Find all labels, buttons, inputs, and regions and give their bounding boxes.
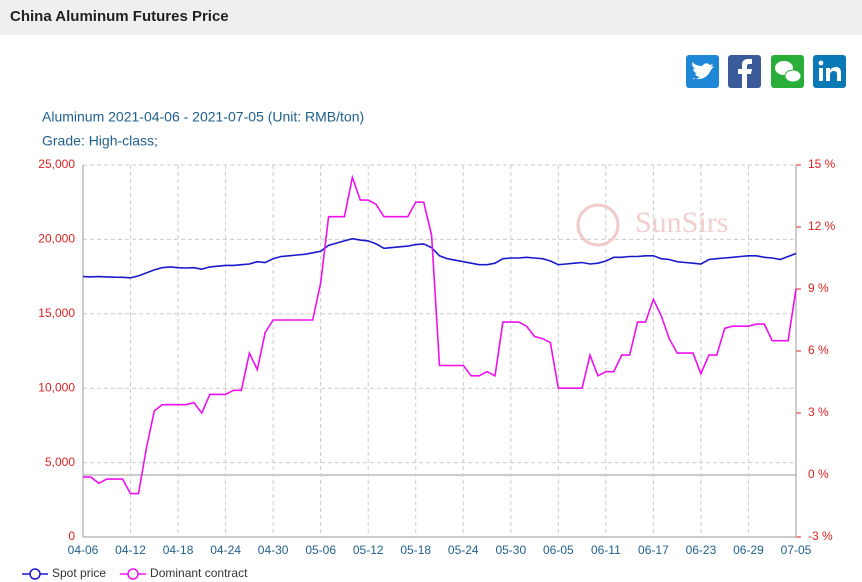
y-tick-label: 0 [68,529,75,543]
x-tick-label: 06-17 [638,543,669,557]
y2-tick-label: 15 % [808,157,836,171]
chart-title: Aluminum 2021-04-06 - 2021-07-05 (Unit: … [42,109,364,125]
x-tick-label: 04-24 [210,543,241,557]
x-tick-label: 06-29 [733,543,764,557]
x-tick-label: 05-18 [400,543,431,557]
legend-marker [127,568,139,580]
linkedin-glyph [826,67,841,81]
legend-marker [29,568,41,580]
x-tick-label: 04-18 [163,543,194,557]
x-tick-label: 07-05 [781,543,812,557]
watermark-logo [576,203,620,247]
y-tick-label: 5,000 [45,455,75,469]
y2-tick-label: 3 % [808,405,829,419]
x-tick-label: 04-12 [115,543,146,557]
chart-subtitle: Grade: High-class; [42,133,158,149]
series-line [82,237,797,279]
facebook-glyph [738,59,752,88]
share-icons[interactable] [686,55,846,88]
x-tick-label: 06-11 [591,543,621,557]
linkedin-glyph [818,60,824,66]
y-tick-label: 25,000 [38,157,75,171]
x-tick-label: 06-23 [686,543,717,557]
header-bar: China Aluminum Futures Price [0,0,862,35]
x-tick-label: 06-05 [543,543,574,557]
x-tick-label: 05-12 [353,543,384,557]
x-tick-label: 05-24 [448,543,479,557]
y2-tick-label: 6 % [808,343,829,357]
x-tick-label: 05-30 [495,543,526,557]
twitter-glyph [692,62,714,79]
y2-tick-label: 9 % [808,281,829,295]
y-tick-label: 10,000 [38,380,75,394]
x-tick-label: 04-06 [68,543,99,557]
y2-tick-label: 0 % [808,467,829,481]
wechat-glyph [784,69,802,83]
x-tick-label: 05-06 [305,543,336,557]
linkedin-glyph [819,68,823,81]
y2-tick-label: 12 % [808,219,836,233]
watermark: SunSirs [635,206,728,239]
legend-label: Dominant contract [150,566,248,580]
page-title: China Aluminum Futures Price [10,8,229,25]
y2-tick-label: -3 % [808,529,833,543]
series-line [83,174,797,495]
y-tick-label: 20,000 [38,232,75,246]
x-tick-label: 04-30 [258,543,289,557]
y-tick-label: 15,000 [38,306,75,320]
legend-label: Spot price [52,566,106,580]
